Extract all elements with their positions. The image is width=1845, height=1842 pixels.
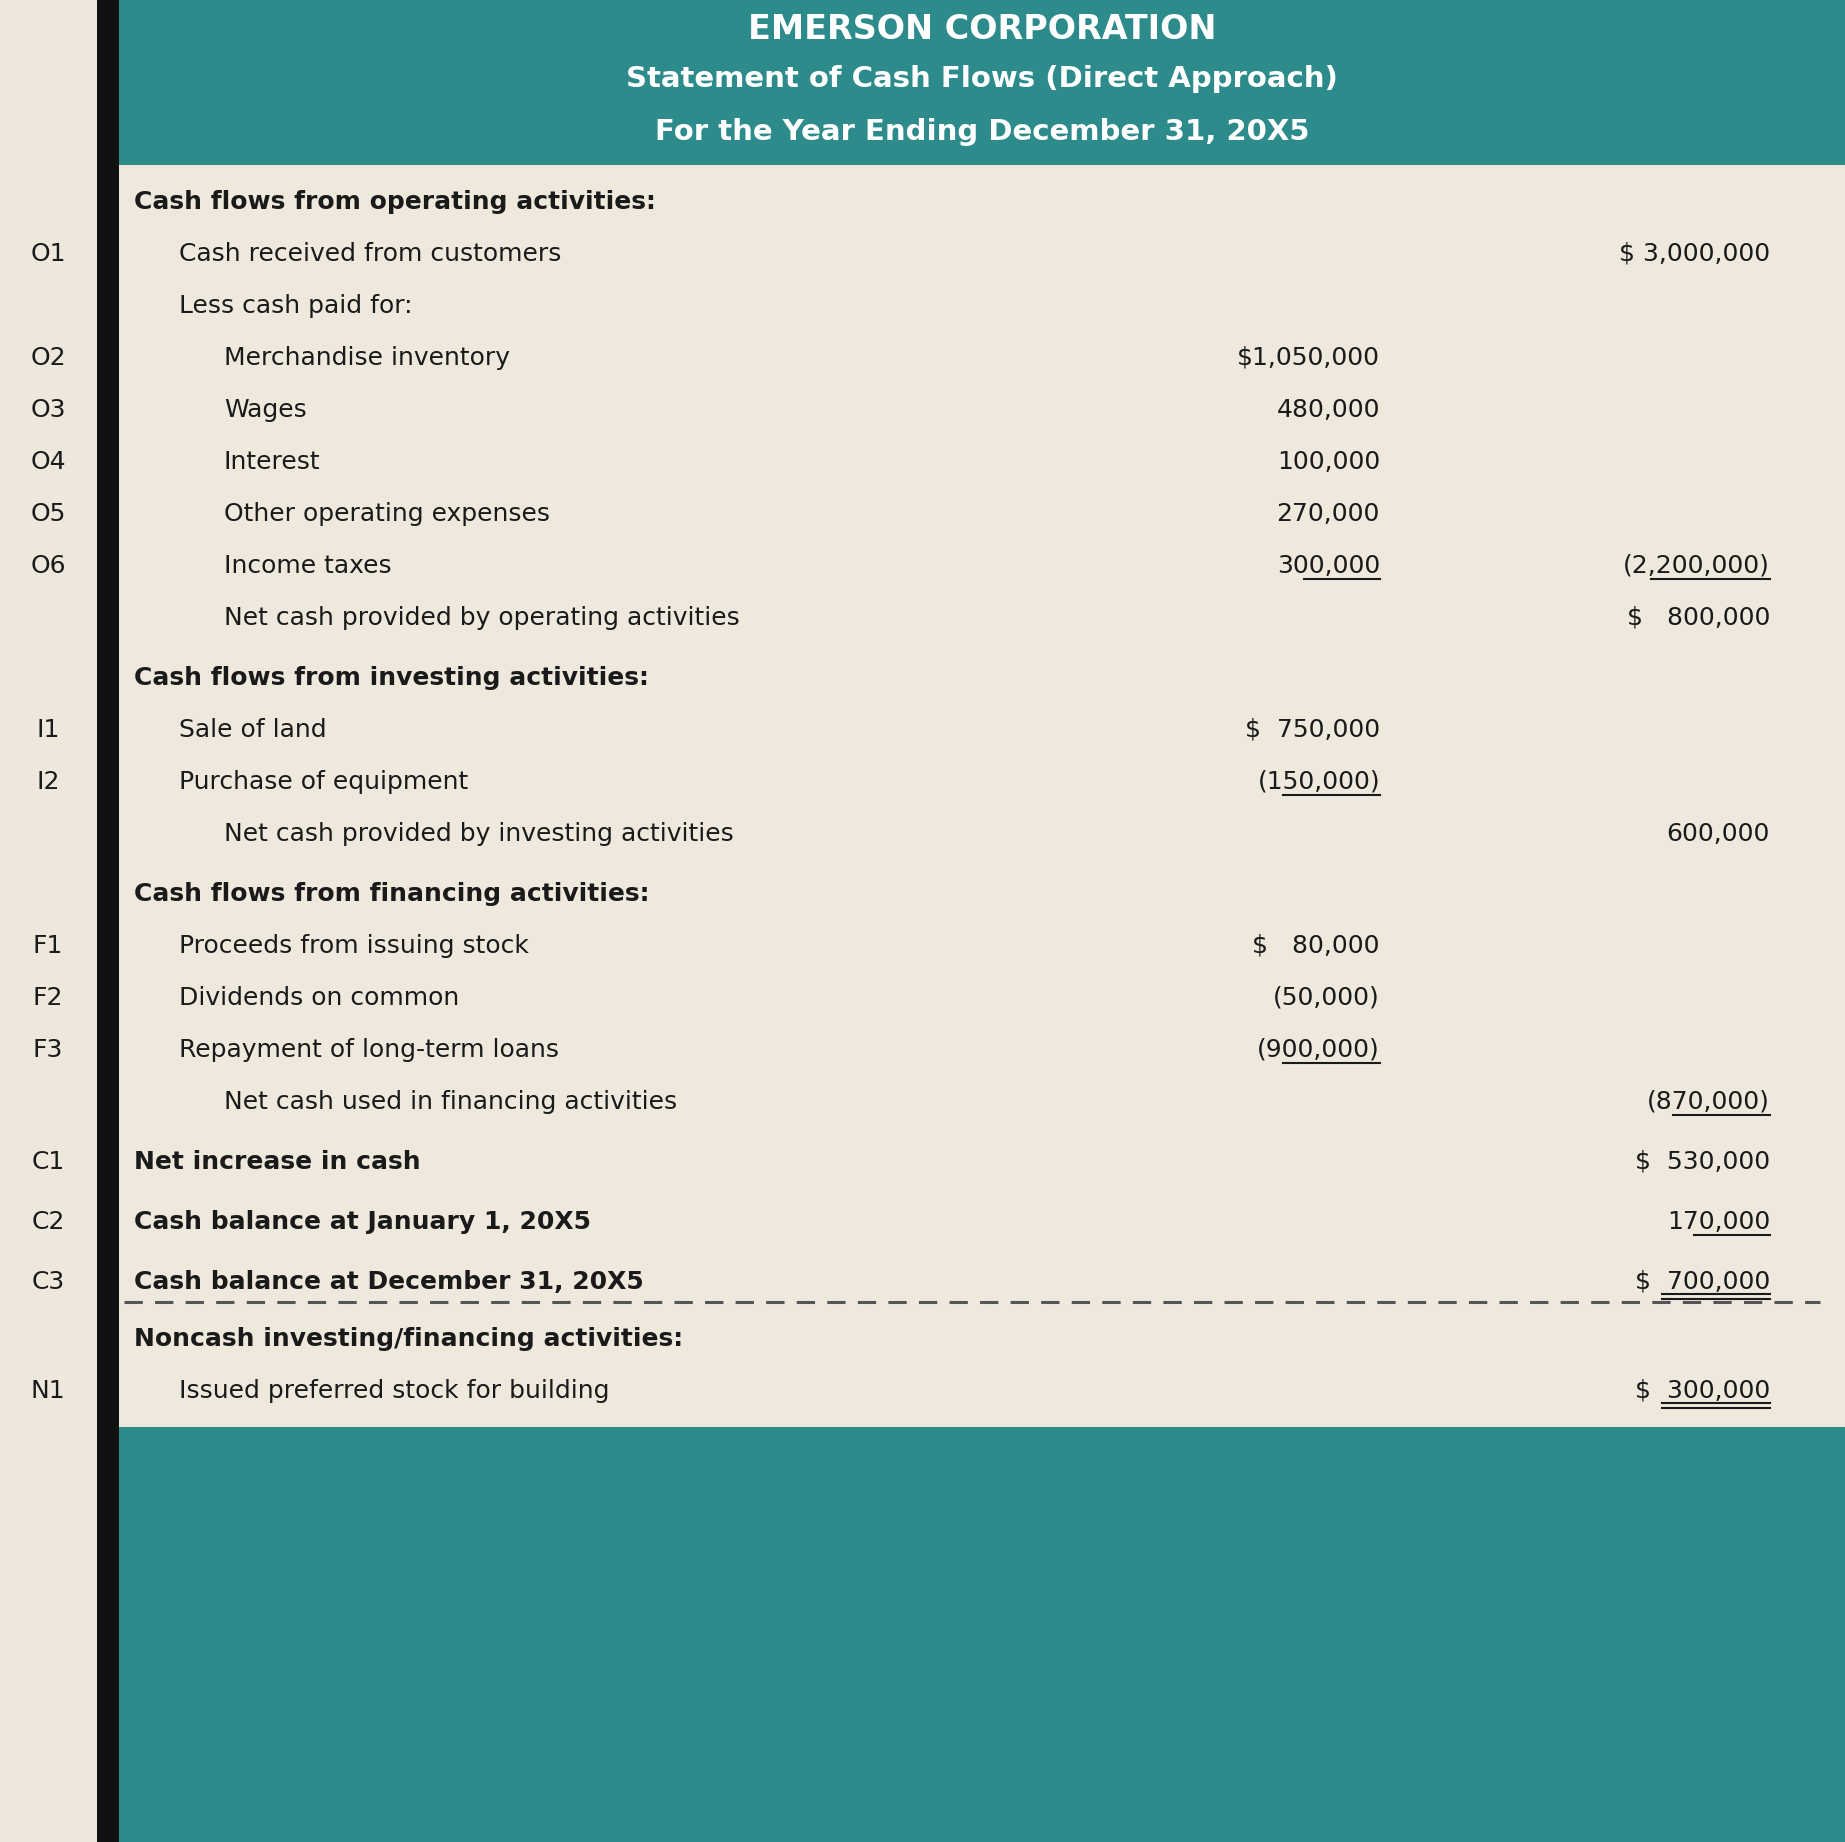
Text: 100,000: 100,000 [1277,449,1380,473]
Text: Cash balance at January 1, 20X5: Cash balance at January 1, 20X5 [135,1210,590,1234]
Bar [118,0,1845,166]
Text: Net cash provided by operating activities: Net cash provided by operating activitie… [223,606,740,630]
Text: Noncash investing/financing activities:: Noncash investing/financing activities: [135,1326,683,1350]
Text: F2: F2 [33,985,63,1009]
Text: I2: I2 [37,770,59,794]
Bar [118,1428,1845,1842]
Text: (50,000): (50,000) [1273,985,1380,1009]
Text: 600,000: 600,000 [1666,822,1769,845]
Text: $   800,000: $ 800,000 [1627,606,1769,630]
Text: $   80,000: $ 80,000 [1253,934,1380,958]
Text: I1: I1 [37,718,59,742]
Text: Repayment of long-term loans: Repayment of long-term loans [179,1037,559,1061]
Text: 170,000: 170,000 [1666,1210,1769,1234]
Text: O3: O3 [30,398,66,422]
Text: $  700,000: $ 700,000 [1635,1269,1769,1293]
Text: (150,000): (150,000) [1258,770,1380,794]
Text: For the Year Ending December 31, 20X5: For the Year Ending December 31, 20X5 [655,118,1310,146]
Text: Cash received from customers: Cash received from customers [179,241,561,265]
Text: N1: N1 [31,1378,65,1402]
Text: (900,000): (900,000) [1256,1037,1380,1061]
Text: (2,200,000): (2,200,000) [1624,554,1769,578]
Text: Dividends on common: Dividends on common [179,985,459,1009]
Text: $  530,000: $ 530,000 [1635,1149,1769,1173]
Text: Sale of land: Sale of land [179,718,327,742]
Text: F3: F3 [33,1037,63,1061]
Text: 480,000: 480,000 [1277,398,1380,422]
Text: Less cash paid for:: Less cash paid for: [179,293,413,317]
Text: Cash flows from investing activities:: Cash flows from investing activities: [135,665,649,689]
Text: Cash balance at December 31, 20X5: Cash balance at December 31, 20X5 [135,1269,644,1293]
Text: Wages: Wages [223,398,306,422]
Text: Proceeds from issuing stock: Proceeds from issuing stock [179,934,530,958]
Text: Purchase of equipment: Purchase of equipment [179,770,469,794]
Text: 270,000: 270,000 [1277,501,1380,525]
Text: Other operating expenses: Other operating expenses [223,501,550,525]
Bar [0,0,98,1842]
Text: (870,000): (870,000) [1648,1090,1769,1114]
Text: Cash flows from financing activities:: Cash flows from financing activities: [135,882,649,906]
Text: Issued preferred stock for building: Issued preferred stock for building [179,1378,609,1402]
Text: 300,000: 300,000 [1277,554,1380,578]
Text: $1,050,000: $1,050,000 [1236,346,1380,370]
Text: C3: C3 [31,1269,65,1293]
Bar [98,0,118,1842]
Text: Cash flows from operating activities:: Cash flows from operating activities: [135,190,655,214]
Text: C1: C1 [31,1149,65,1173]
Text: O5: O5 [30,501,66,525]
Text: $  750,000: $ 750,000 [1245,718,1380,742]
Text: Net increase in cash: Net increase in cash [135,1149,421,1173]
Text: F1: F1 [33,934,63,958]
Text: EMERSON CORPORATION: EMERSON CORPORATION [747,13,1216,46]
Text: Net cash provided by investing activities: Net cash provided by investing activitie… [223,822,734,845]
Text: $ 3,000,000: $ 3,000,000 [1618,241,1769,265]
Text: O1: O1 [30,241,66,265]
Text: Merchandise inventory: Merchandise inventory [223,346,509,370]
Text: Income taxes: Income taxes [223,554,391,578]
Text: Interest: Interest [223,449,321,473]
Text: Net cash used in financing activities: Net cash used in financing activities [223,1090,677,1114]
Text: C2: C2 [31,1210,65,1234]
Text: $  300,000: $ 300,000 [1635,1378,1769,1402]
Text: Statement of Cash Flows (Direct Approach): Statement of Cash Flows (Direct Approach… [625,64,1338,94]
Text: O4: O4 [30,449,66,473]
Text: O2: O2 [30,346,66,370]
Text: O6: O6 [30,554,66,578]
